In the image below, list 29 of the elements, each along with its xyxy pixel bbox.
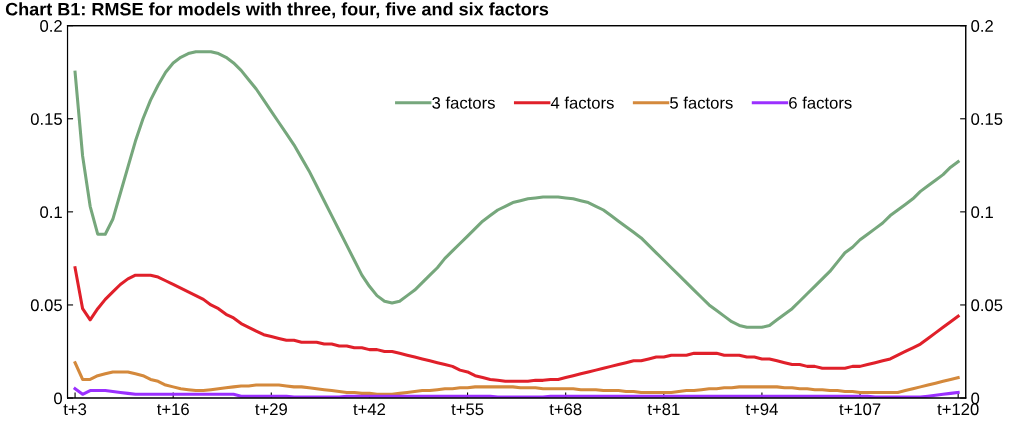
chart-title: Chart B1: RMSE for models with three, four, five and six factors: [5, 2, 549, 19]
x-tick-label: t+107: [839, 403, 881, 416]
y-tick-label: 0.15: [30, 113, 62, 125]
line-series: [73, 361, 960, 396]
y2-tick-label: 0.2: [971, 20, 993, 32]
legend-label: 5 factors: [670, 96, 733, 109]
line-series: [73, 50, 960, 329]
x-tick-label: t+16: [156, 403, 189, 416]
line-series: [73, 387, 960, 399]
x-tick-label: t+81: [647, 403, 680, 416]
y-tick-label: 0: [54, 392, 63, 405]
y-tick-label: 0.2: [40, 20, 62, 32]
legend-label: 4 factors: [550, 96, 614, 109]
y2-tick-label: 0.05: [971, 299, 1003, 312]
y2-tick-label: 0.15: [971, 113, 1003, 125]
x-tick-label: t+55: [451, 403, 484, 416]
line-series: [73, 266, 960, 383]
x-tick-label: t+29: [255, 403, 287, 416]
x-tick-label: t+94: [745, 403, 778, 416]
y2-tick-label: 0: [971, 392, 980, 405]
legend-label: 6 factors: [789, 96, 852, 109]
y-tick-label: 0.05: [30, 299, 62, 312]
x-tick-label: t+3: [63, 403, 87, 416]
x-tick-label: t+120: [937, 403, 979, 416]
x-tick-label: t+42: [353, 403, 386, 416]
x-tick-label: t+68: [549, 403, 582, 416]
y-tick-label: 0.1: [40, 206, 62, 219]
legend-label: 3 factors: [432, 96, 495, 109]
y2-tick-label: 0.1: [971, 206, 993, 219]
